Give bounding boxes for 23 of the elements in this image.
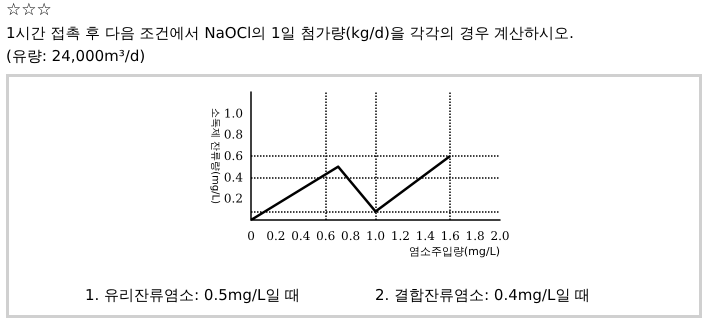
y-tick-label: 0.8 (224, 128, 243, 142)
x-tick-label: 0.4 (291, 229, 311, 243)
text: (유량: 24,000m³/d) (6, 47, 146, 66)
y-tick-label: 0.4 (224, 170, 244, 184)
text: 1. 유리잔류염소: 0.5mg/L일 때 (85, 286, 300, 305)
text: ☆☆☆ (6, 0, 52, 20)
chart-title: 1시간 접촉 후 다음 조건에서 NaOCl의 1일 첨가량(kg/d)을 각각의 경우 계산하시오. (6, 24, 574, 43)
x-tick-label: 0.8 (341, 229, 360, 243)
x-tick-label: 0.6 (316, 229, 336, 243)
y-tick-label: 1.0 (224, 106, 243, 120)
x-tick-label: 1.2 (390, 229, 410, 243)
x-tick-label: 0.2 (266, 229, 286, 243)
x-tick-label: 1.0 (366, 229, 386, 243)
x-tick-label: 1.8 (466, 229, 485, 243)
y-axis-title: 소독제 잔류량(mg/L) (210, 108, 221, 204)
x-axis-title: 염소주입량(mg/L) (408, 245, 500, 258)
y-tick-label: 0.6 (224, 149, 243, 163)
y-tick-label: 0.2 (224, 192, 243, 206)
text: 2. 결합잔류염소: 0.4mg/L일 때 (375, 286, 590, 305)
x-tick-label: 2.0 (490, 229, 510, 243)
x-tick-label: 0 (247, 229, 255, 243)
x-tick-label: 1.6 (440, 229, 460, 243)
x-tick-label: 1.4 (416, 229, 436, 243)
